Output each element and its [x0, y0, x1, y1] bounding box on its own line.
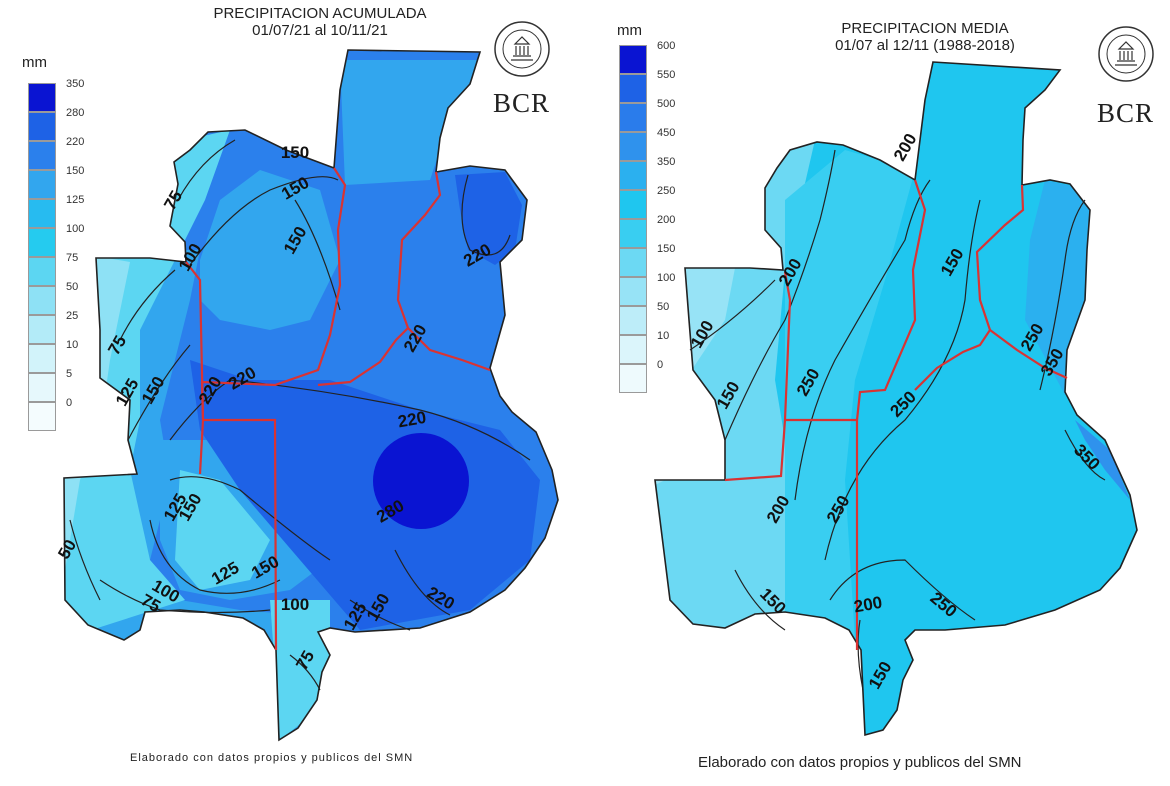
isolines	[689, 149, 1106, 691]
isolines	[69, 139, 531, 691]
legend-label: 150	[657, 243, 676, 255]
map-title: PRECIPITACION MEDIA 01/07 al 12/11 (1988…	[755, 20, 1095, 54]
legend-swatch	[28, 344, 56, 373]
legend-label: 220	[66, 136, 85, 148]
legend-label: 50	[657, 301, 670, 313]
legend-swatch	[619, 277, 647, 306]
bcr-seal-logo	[1097, 25, 1155, 88]
bcr-logo-text: BCR	[1097, 98, 1155, 128]
legend-swatch	[28, 315, 56, 344]
seal-icon	[494, 21, 550, 77]
legend-swatch	[28, 112, 56, 141]
legend-label: 200	[657, 214, 676, 226]
isoline-label: 220	[396, 408, 427, 432]
legend-label: 280	[66, 107, 85, 119]
precipitation-fill-zones	[64, 50, 558, 740]
legend-swatch	[28, 141, 56, 170]
bcr-logo-text: BCR	[493, 88, 551, 118]
legend-label: 600	[657, 40, 676, 52]
legend-label: 550	[657, 69, 676, 81]
legend-label: 75	[66, 252, 79, 264]
legend-swatch	[619, 45, 647, 74]
legend-swatch	[28, 199, 56, 228]
panel-mean-precipitation: PRECIPITACION MEDIA 01/07 al 12/11 (1988…	[585, 0, 1170, 786]
panel-accumulated-precipitation: PRECIPITACION ACUMULADA 01/07/21 al 10/1…	[22, 5, 559, 764]
legend-label: 125	[66, 194, 85, 206]
legend-swatch	[28, 373, 56, 402]
title-line-1: PRECIPITACION MEDIA	[841, 20, 1009, 37]
map-title: PRECIPITACION ACUMULADA 01/07/21 al 10/1…	[150, 5, 490, 39]
legend-label: 0	[66, 397, 73, 409]
legend-swatch	[619, 103, 647, 132]
isoline-label: 100	[281, 595, 309, 614]
legend-swatch	[619, 219, 647, 248]
legend-unit: mm	[617, 22, 642, 39]
legend-label: 25	[66, 310, 79, 322]
seal-icon	[1098, 26, 1154, 82]
title-line-1: PRECIPITACION ACUMULADA	[213, 5, 427, 22]
legend-swatch	[28, 286, 56, 315]
bcr-seal-logo	[493, 20, 551, 83]
legend-label: 150	[66, 165, 85, 177]
legend-swatch	[28, 257, 56, 286]
legend-label: 0	[657, 359, 664, 371]
source-footer: Elaborado con datos propios y publicos d…	[130, 752, 414, 764]
legend-label: 350	[657, 156, 676, 168]
legend-swatch	[619, 74, 647, 103]
legend-label: 500	[657, 98, 676, 110]
province-borders	[724, 179, 1068, 650]
legend-swatch	[28, 402, 56, 431]
legend-label: 100	[66, 223, 85, 235]
legend-label: 5	[66, 368, 73, 380]
legend-swatch	[28, 83, 56, 112]
legend-swatch	[619, 132, 647, 161]
title-line-2: 01/07/21 al 10/11/21	[252, 22, 388, 39]
legend-label: 100	[657, 272, 676, 284]
legend-swatch	[619, 248, 647, 277]
legend-label: 10	[657, 330, 670, 342]
legend-swatch	[28, 228, 56, 257]
legend-label: 450	[657, 127, 676, 139]
legend-swatch	[619, 190, 647, 219]
isoline-label: 200	[852, 593, 883, 617]
source-footer: Elaborado con datos propios y publicos d…	[698, 754, 1022, 771]
title-line-2: 01/07 al 12/11 (1988-2018)	[835, 37, 1015, 54]
legend-unit: mm	[22, 54, 47, 71]
legend-swatch	[619, 364, 647, 393]
legend-swatch	[28, 170, 56, 199]
legend-label: 50	[66, 281, 79, 293]
legend-label: 250	[657, 185, 676, 197]
legend-swatch	[619, 306, 647, 335]
legend-label: 10	[66, 339, 79, 351]
legend-swatch	[619, 161, 647, 190]
isoline-label: 150	[281, 143, 309, 162]
province-borders	[185, 167, 491, 651]
legend-swatch	[619, 335, 647, 364]
isoline-label: 200	[890, 130, 921, 164]
legend-label: 350	[66, 78, 85, 90]
